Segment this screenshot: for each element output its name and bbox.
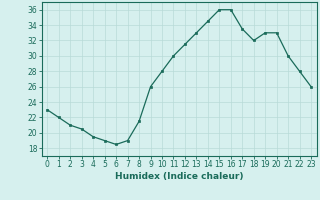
X-axis label: Humidex (Indice chaleur): Humidex (Indice chaleur) <box>115 172 244 181</box>
